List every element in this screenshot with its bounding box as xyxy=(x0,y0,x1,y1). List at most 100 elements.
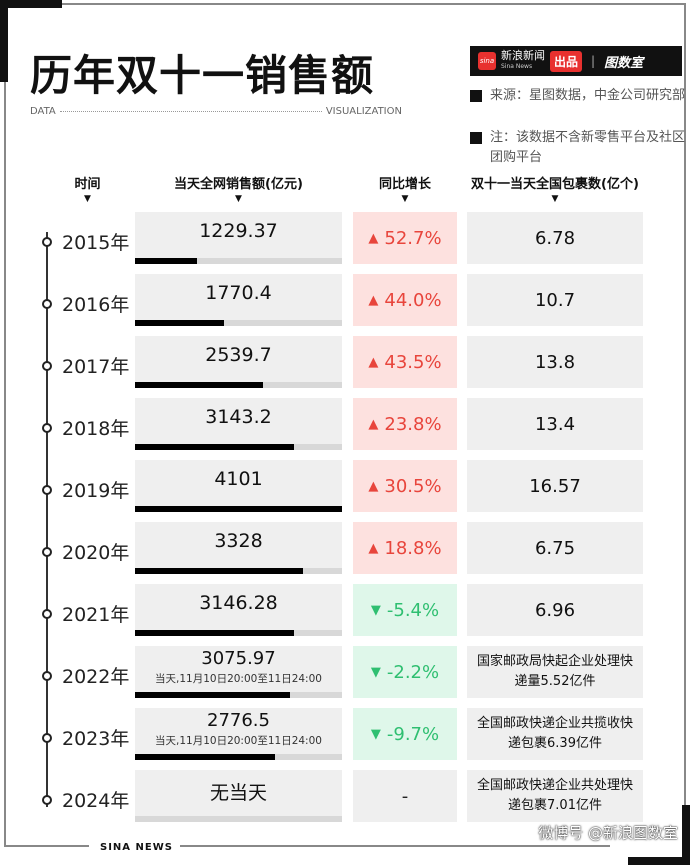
sales-bar-fill xyxy=(135,320,225,326)
sales-value: 4101 xyxy=(214,468,263,490)
header-label: 当天全网销售额(亿元) xyxy=(174,177,303,192)
growth-value: -2.2% xyxy=(386,661,440,683)
corner-decoration xyxy=(0,0,8,82)
frame xyxy=(4,845,89,847)
sales-bar-fill xyxy=(135,382,264,388)
growth-value: -5.4% xyxy=(386,599,440,621)
growth-cell: ▼ -9.7% xyxy=(353,708,457,760)
year-label: 2015年 xyxy=(62,232,130,254)
triangle-down-icon: ▼ xyxy=(370,726,381,742)
table-row: 2019年 4101 ▲ 30.5% 16.57 xyxy=(0,460,690,512)
footer-brand: SINA NEWS xyxy=(100,842,173,853)
year-label: 2022年 xyxy=(62,666,130,688)
parcels-cell: 6.75 xyxy=(467,522,643,574)
brand-name-en: Sina News xyxy=(501,63,533,70)
sales-cell: 1770.4 xyxy=(135,274,342,326)
parcels-cell: 13.8 xyxy=(467,336,643,388)
sales-note: 当天,11月10日20:00至11日24:00 xyxy=(155,735,322,747)
growth-value: - xyxy=(401,785,409,807)
header-sales: 当天全网销售额(亿元) ▼ xyxy=(135,173,342,206)
table-row: 2023年 2776.5 当天,11月10日20:00至11日24:00 ▼ -9… xyxy=(0,708,690,760)
sales-bar-track xyxy=(135,816,342,822)
arrow-down-icon: ▼ xyxy=(235,194,242,204)
timeline-dot xyxy=(42,609,52,619)
header-label: 时间 xyxy=(74,177,101,192)
sales-bar-fill xyxy=(135,258,198,264)
triangle-up-icon: ▲ xyxy=(368,292,379,308)
growth-value: 18.8% xyxy=(384,537,442,559)
year-label: 2023年 xyxy=(62,728,130,750)
timeline-dot xyxy=(42,299,52,309)
timeline-dot xyxy=(42,423,52,433)
growth-cell: ▲ 43.5% xyxy=(353,336,457,388)
timeline-dot xyxy=(42,547,52,557)
corner-decoration xyxy=(682,805,690,865)
sales-bar-fill xyxy=(135,754,276,760)
sales-cell: 无当天 xyxy=(135,770,342,822)
sales-bar-track xyxy=(135,444,342,450)
sales-bar-fill xyxy=(135,692,291,698)
brand-name-cn: 新浪新闻 xyxy=(501,49,545,62)
parcels-cell: 6.78 xyxy=(467,212,643,264)
triangle-up-icon: ▲ xyxy=(368,230,379,246)
growth-cell: ▲ 23.8% xyxy=(353,398,457,450)
sales-bar-track xyxy=(135,382,342,388)
frame xyxy=(8,3,684,5)
growth-value: 52.7% xyxy=(384,227,442,249)
growth-cell: - xyxy=(353,770,457,822)
dotted-divider xyxy=(59,111,322,112)
triangle-down-icon: ▼ xyxy=(370,664,381,680)
triangle-up-icon: ▲ xyxy=(368,416,379,432)
header-parcels: 双十一当天全国包裹数(亿个) ▼ xyxy=(457,173,653,206)
sina-logo-icon: sina xyxy=(478,52,496,70)
frame xyxy=(684,180,686,805)
table-row: 2018年 3143.2 ▲ 23.8% 13.4 xyxy=(0,398,690,450)
corner-decoration xyxy=(628,857,690,865)
growth-cell: ▲ 30.5% xyxy=(353,460,457,512)
sales-note: 当天,11月10日20:00至11日24:00 xyxy=(155,673,322,685)
header-label: 双十一当天全国包裹数(亿个) xyxy=(471,177,639,192)
sales-bar-track xyxy=(135,692,342,698)
year-label: 2020年 xyxy=(62,542,130,564)
parcels-cell: 16.57 xyxy=(467,460,643,512)
sales-bar-track xyxy=(135,320,342,326)
sales-bar-track xyxy=(135,568,342,574)
sales-cell: 3328 xyxy=(135,522,342,574)
sales-cell: 3146.28 xyxy=(135,584,342,636)
frame xyxy=(684,3,686,183)
timeline-dot xyxy=(42,671,52,681)
sales-bar-fill xyxy=(135,444,294,450)
triangle-up-icon: ▲ xyxy=(368,354,379,370)
sales-bar-fill xyxy=(135,506,342,512)
parcels-cell: 全国邮政快递企业共处理快递包裹7.01亿件 xyxy=(467,770,643,822)
sales-value: 无当天 xyxy=(209,782,267,804)
timeline-line xyxy=(46,232,48,807)
sales-bar-track xyxy=(135,754,342,760)
year-label: 2016年 xyxy=(62,294,130,316)
growth-value: 30.5% xyxy=(384,475,442,497)
sales-cell: 3143.2 xyxy=(135,398,342,450)
year-label: 2024年 xyxy=(62,790,130,812)
growth-value: 23.8% xyxy=(384,413,442,435)
sales-cell: 1229.37 xyxy=(135,212,342,264)
corner-decoration xyxy=(0,0,62,8)
divider: | xyxy=(591,54,596,68)
table-row: 2017年 2539.7 ▲ 43.5% 13.8 xyxy=(0,336,690,388)
timeline-dot xyxy=(42,795,52,805)
growth-cell: ▼ -2.2% xyxy=(353,646,457,698)
year-label: 2017年 xyxy=(62,356,130,378)
brand-bar: sina 新浪新闻 Sina News 出品 | 图数室 xyxy=(470,46,682,76)
table-row: 2015年 1229.37 ▲ 52.7% 6.78 xyxy=(0,212,690,264)
timeline-dot xyxy=(42,733,52,743)
year-label: 2019年 xyxy=(62,480,130,502)
header-label: 同比增长 xyxy=(378,177,431,192)
frame xyxy=(180,845,610,847)
sales-bar-track xyxy=(135,630,342,636)
data-visualization-line: DATA VISUALIZATION xyxy=(30,106,402,117)
sales-value: 1770.4 xyxy=(205,282,272,304)
year-label: 2021年 xyxy=(62,604,130,626)
sales-bar-fill xyxy=(135,630,294,636)
triangle-up-icon: ▲ xyxy=(368,478,379,494)
subtitle-left: DATA xyxy=(30,106,56,117)
header-time: 时间 ▼ xyxy=(60,173,115,206)
